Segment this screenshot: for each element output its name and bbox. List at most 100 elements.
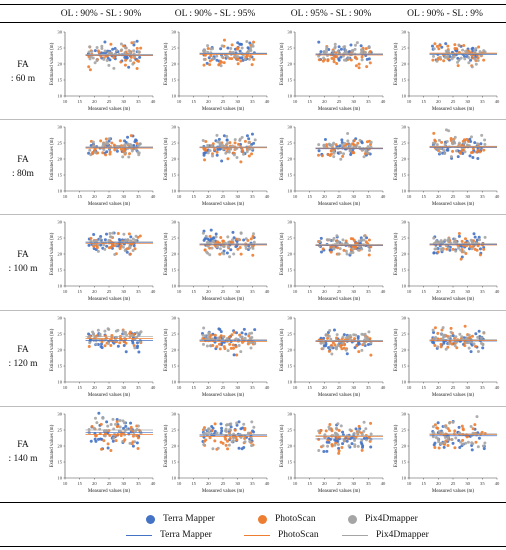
pix4d-point <box>96 243 100 247</box>
pix4d-point <box>121 155 125 159</box>
photoscan-point <box>203 248 207 252</box>
x-tick-label: 10 <box>177 481 182 486</box>
pix4d-point <box>338 247 342 251</box>
y-tick-label: 20 <box>171 348 176 353</box>
pix4d-point <box>344 58 348 62</box>
pix4d-point <box>216 336 220 340</box>
photoscan-point <box>208 234 212 238</box>
pix4d-point <box>353 47 357 51</box>
x-tick-label: 35 <box>480 481 485 486</box>
photoscan-point <box>208 436 212 440</box>
pix4d-point <box>454 149 458 153</box>
x-tick-label: 40 <box>381 289 386 294</box>
terra-point <box>457 439 461 443</box>
terra-point <box>329 437 333 441</box>
photoscan-point <box>213 439 217 443</box>
x-tick-label: 10 <box>63 194 68 199</box>
x-tick-label: 10 <box>63 481 68 486</box>
photoscan-point <box>209 54 213 58</box>
y-tick-label: 10 <box>287 476 292 481</box>
photoscan-point <box>232 330 236 334</box>
y-axis-label: Estimated values (m) <box>164 328 169 371</box>
legend-label: PhotoScan <box>278 530 319 540</box>
terra-point <box>229 425 233 429</box>
y-tick-label: 15 <box>287 268 292 273</box>
terra-point <box>111 47 115 51</box>
terra-point <box>477 329 481 333</box>
terra-point <box>100 51 104 55</box>
y-axis-label: Estimated values (m) <box>164 42 169 85</box>
terra-point <box>135 344 139 348</box>
terra-point <box>220 429 224 433</box>
pix4d-point <box>106 424 110 428</box>
pix4d-point <box>446 435 450 439</box>
pix4d-point <box>436 437 440 441</box>
photoscan-point <box>329 152 333 156</box>
photoscan-point <box>110 141 114 145</box>
y-tick-label: 10 <box>57 380 62 385</box>
pix4d-point <box>463 150 467 154</box>
legend-item-photoscan-line: PhotoScan <box>244 530 319 540</box>
pix4d-point <box>450 438 454 442</box>
photoscan-point <box>116 232 120 236</box>
row-header-bottom: : 120 m <box>8 359 38 369</box>
photoscan-point <box>222 345 226 349</box>
pix4d-point <box>333 46 337 50</box>
photoscan-point <box>202 63 206 67</box>
y-tick-label: 15 <box>401 460 406 465</box>
terra-point <box>100 342 104 346</box>
pix4d-point <box>92 333 96 337</box>
photoscan-point <box>243 428 247 432</box>
terra-point <box>473 235 477 239</box>
y-tick-label: 10 <box>287 380 292 385</box>
x-tick-label: 40 <box>265 481 270 486</box>
y-tick-label: 10 <box>287 284 292 289</box>
terra-point <box>359 44 363 48</box>
pix4d-point <box>453 135 457 139</box>
y-axis-label: Estimated values (m) <box>394 137 399 180</box>
photoscan-point <box>453 446 457 450</box>
x-tick-label: 10 <box>407 289 412 294</box>
photoscan-point <box>433 42 437 46</box>
terra-point <box>317 40 321 44</box>
pix4d-point <box>92 426 96 430</box>
terra-point <box>93 49 97 53</box>
pix4d-point <box>91 330 95 334</box>
photoscan-point <box>136 447 140 450</box>
terra-point <box>129 421 133 425</box>
photoscan-point <box>466 434 470 438</box>
terra-point <box>250 132 254 136</box>
pix4d-point <box>248 440 252 444</box>
legend-label: Terra Mapper <box>163 514 215 524</box>
photoscan-point <box>337 449 341 453</box>
pix4d-point <box>126 238 130 242</box>
photoscan-point <box>234 345 238 349</box>
terra-point <box>482 447 486 451</box>
pix4d-point <box>138 340 142 344</box>
x-tick-label: 30 <box>121 99 126 104</box>
terra-point <box>349 43 353 47</box>
pix4d-point <box>457 43 461 47</box>
terra-point <box>94 439 98 443</box>
terra-point <box>212 236 216 240</box>
scatter-panel: 10 15 20 25 30 10 15 20 25 30 35 40 Measured values … <box>394 412 500 494</box>
x-axis-label: Measured values (m) <box>432 393 475 398</box>
pix4d-point <box>329 346 333 349</box>
x-tick-label: 40 <box>381 99 386 104</box>
terra-point <box>219 431 223 435</box>
x-tick-label: 20 <box>92 99 97 104</box>
pix4d-point <box>328 329 332 333</box>
pix4d-point <box>221 147 225 151</box>
terra-point <box>340 138 344 142</box>
photoscan-point <box>477 45 481 49</box>
y-tick-label: 10 <box>401 476 406 481</box>
x-tick-label: 25 <box>337 194 342 199</box>
pix4d-point <box>462 250 466 254</box>
x-tick-label: 35 <box>136 481 141 486</box>
pix4d-point <box>229 47 233 51</box>
terra-point <box>131 444 135 448</box>
photoscan-point <box>326 336 330 340</box>
y-axis-label: Estimated values (m) <box>50 42 55 85</box>
pix4d-point <box>232 436 235 440</box>
photoscan-point <box>94 434 98 438</box>
